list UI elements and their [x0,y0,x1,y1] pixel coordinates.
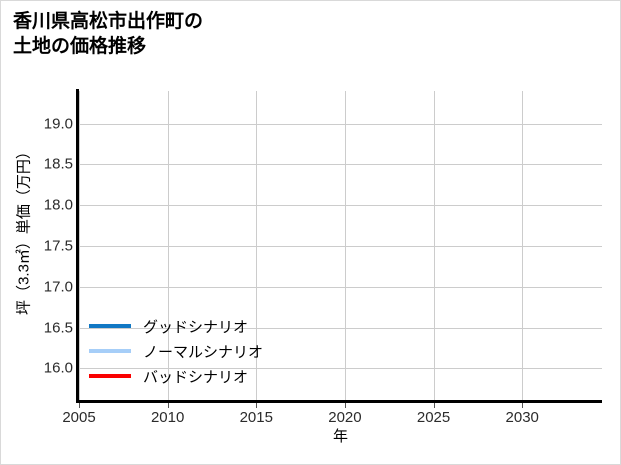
legend-item[interactable]: グッドシナリオ [89,314,248,338]
x-tick-mark [522,403,524,408]
y-tick-label: 19.0 [43,115,73,133]
gridline-horizontal [79,368,602,370]
gridline-horizontal [79,327,602,329]
gridline-vertical [344,91,346,401]
gridline-horizontal [79,205,602,207]
x-tick-mark [79,403,80,408]
y-tick-label: 17.0 [43,278,73,296]
gridline-horizontal [79,246,602,247]
legend-label: ノーマルシナリオ [143,343,264,361]
y-axis-title: 坪（3.3㎡）単価（万円） [15,144,33,315]
legend-swatch-icon [89,324,131,328]
legend-label: バッドシナリオ [143,368,249,386]
y-tick-label: 16.5 [43,319,73,337]
gridline-vertical [433,91,435,401]
x-axis-tick-labels: 2005 2010 2015 2020 2025 2030 [62,403,602,427]
y-axis-spine [76,89,79,403]
y-tick-label: 18.0 [43,196,73,214]
gridline-vertical [167,91,169,401]
gridline-horizontal [79,123,602,125]
legend-swatch-icon [89,349,131,353]
x-tick-label: 2020 [328,409,362,426]
legend-item[interactable]: バッドシナリオ [89,364,248,388]
plot-area [79,91,602,401]
y-tick-label: 18.5 [43,155,73,173]
x-axis-title: 年 [332,428,348,445]
x-tick-mark [256,403,258,408]
legend-item[interactable]: ノーマルシナリオ [89,339,263,363]
y-tick-label: 17.5 [43,237,73,255]
gridline-horizontal [79,164,602,166]
gridline-vertical [256,91,258,401]
gridline-horizontal [79,286,602,288]
y-tick-label: 16.0 [43,359,73,377]
legend-label: グッドシナリオ [143,318,249,336]
x-tick-label: 2025 [416,409,451,426]
chart-legend: グッドシナリオ ノーマルシナリオ バッドシナリオ [89,314,294,392]
x-tick-label: 2030 [505,409,539,426]
gridline-vertical [522,91,524,401]
x-tick-mark [167,403,169,408]
y-axis-tick-labels: 16.0 16.5 17.0 17.5 18.0 18.5 19.0 [25,91,73,401]
x-tick-mark [433,403,435,408]
x-tick-label: 2010 [150,409,185,426]
legend-swatch-icon [89,374,131,378]
x-tick-label: 2015 [239,409,273,426]
gridline-vertical [79,91,80,401]
x-tick-mark [344,403,346,408]
chart-title: 香川県高松市出作町の 土地の価格推移 [13,11,204,58]
x-axis-spine [76,400,602,403]
x-tick-label: 2005 [62,409,96,426]
